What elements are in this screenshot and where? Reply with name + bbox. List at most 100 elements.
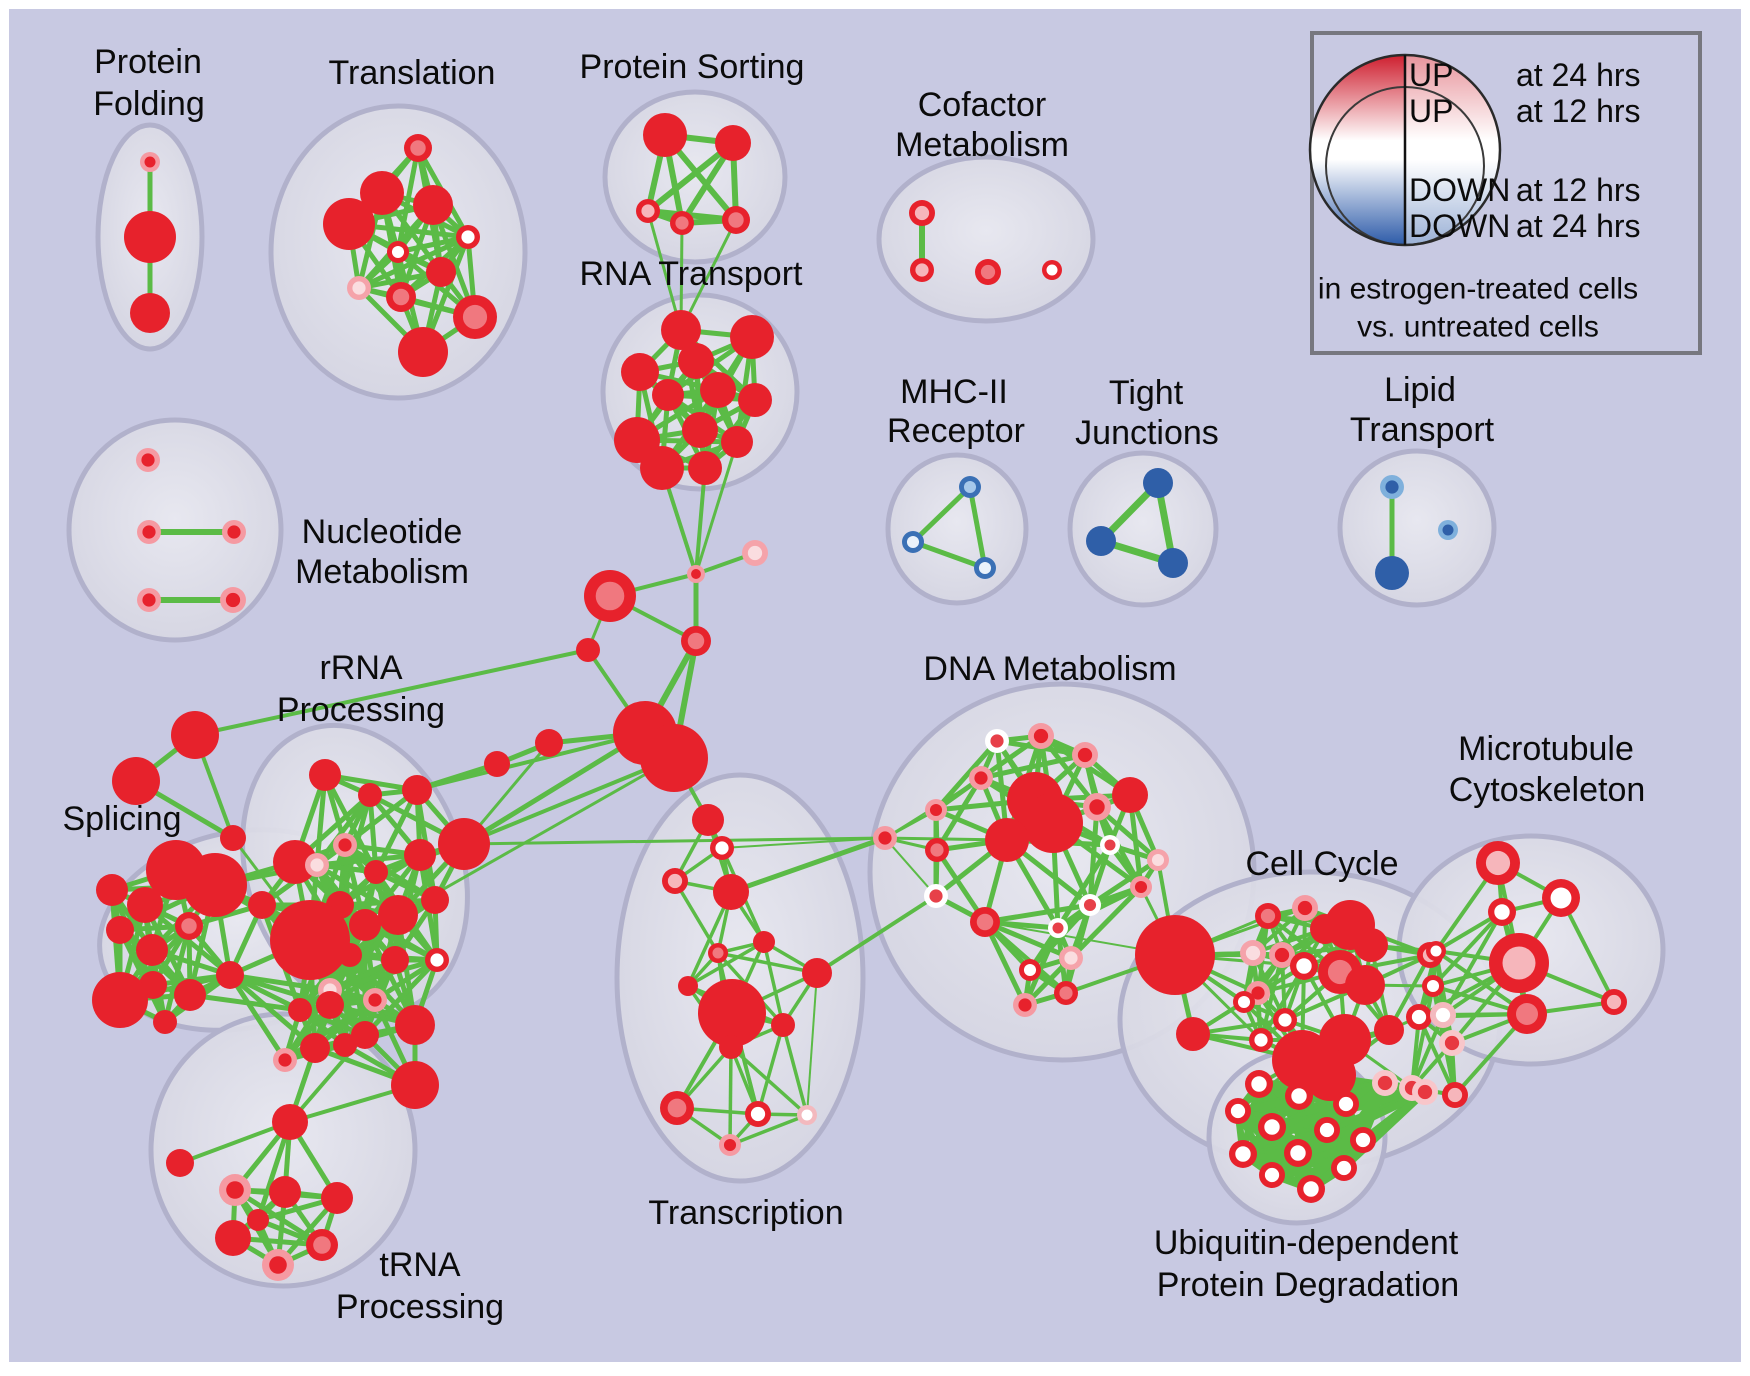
- legend-box: [1310, 31, 1702, 355]
- gene-node-core: [1023, 963, 1037, 977]
- interaction-edge: [463, 756, 675, 846]
- interaction-edge: [982, 920, 1028, 1007]
- cluster-label-cofactor-metabolism: Metabolism: [895, 126, 1069, 164]
- gene-node: [124, 211, 176, 263]
- gene-node-core: [980, 264, 996, 280]
- gene-node: [771, 1013, 795, 1037]
- interaction-edge: [1087, 806, 1100, 906]
- interaction-edge: [1410, 1014, 1445, 1089]
- gene-node-core: [225, 592, 241, 608]
- gene-node: [1304, 1049, 1356, 1101]
- interaction-edge: [983, 920, 1068, 995]
- gene-node-core: [929, 803, 943, 817]
- gene-node-core: [930, 843, 944, 857]
- gene-node: [421, 886, 449, 914]
- gene-node-core: [1264, 1167, 1280, 1183]
- gene-node: [640, 724, 708, 792]
- interaction-edge: [1431, 910, 1504, 988]
- interaction-edge: [343, 788, 419, 847]
- gene-node-core: [1251, 1076, 1267, 1092]
- gene-node: [309, 759, 341, 791]
- gene-node-core: [1338, 1096, 1354, 1112]
- cluster-label-microtubule-cytoskeleton: Cytoskeleton: [1449, 771, 1646, 809]
- gene-node-core: [1417, 1084, 1433, 1100]
- gene-node: [682, 412, 718, 448]
- cluster-label-trna-processing: Processing: [336, 1288, 504, 1326]
- gene-node: [1176, 1017, 1210, 1051]
- gene-node: [174, 979, 206, 1011]
- gene-node: [692, 804, 724, 836]
- cluster-label-lipid-transport: Lipid: [1384, 371, 1456, 409]
- gene-node-core: [990, 734, 1004, 748]
- gene-node-core: [1336, 1160, 1352, 1176]
- gene-node-core: [1290, 1145, 1306, 1161]
- gene-node-core: [1083, 898, 1097, 912]
- interaction-edge: [646, 140, 735, 214]
- gene-node-core: [1046, 264, 1058, 276]
- gene-node-core: [963, 480, 977, 494]
- gene-node-core: [226, 1181, 244, 1199]
- gene-node: [1158, 548, 1188, 578]
- gene-node-core: [1033, 728, 1049, 744]
- cluster-label-tight-junctions: Junctions: [1075, 414, 1219, 452]
- gene-node-core: [1444, 1035, 1460, 1051]
- interaction-edge: [673, 880, 720, 954]
- gene-node: [112, 757, 160, 805]
- gene-node: [106, 916, 134, 944]
- gene-node-core: [142, 593, 156, 607]
- gene-node: [333, 1033, 357, 1057]
- gene-node: [715, 125, 751, 161]
- gene-node-core: [1303, 1181, 1319, 1197]
- gene-node-core: [430, 953, 444, 967]
- gene-node-core: [141, 453, 155, 467]
- gene-node-core: [1254, 1033, 1268, 1047]
- gene-node: [96, 874, 128, 906]
- gene-node: [713, 874, 749, 910]
- gene-node-core: [687, 632, 705, 650]
- gene-node: [300, 1033, 330, 1063]
- gene-node-core: [1245, 945, 1261, 961]
- gene-node-core: [1411, 1009, 1427, 1025]
- legend-time-3: at 24 hrs: [1516, 208, 1641, 244]
- cluster-label-cell-cycle: Cell Cycle: [1245, 845, 1398, 883]
- cluster-label-transcription: Transcription: [648, 1194, 843, 1232]
- interaction-edge: [1417, 1016, 1457, 1096]
- gene-node-core: [712, 947, 724, 959]
- gene-node-core: [914, 205, 930, 221]
- interaction-edge: [912, 539, 986, 571]
- cluster-label-ubiquitin-dependent-protein-degradation: Ubiquitin-dependent: [1154, 1224, 1459, 1262]
- gene-node-core: [392, 288, 410, 306]
- gene-node: [730, 315, 774, 359]
- cluster-label-protein-folding: Protein: [94, 43, 202, 81]
- gene-node: [404, 839, 436, 871]
- legend-time-0: at 24 hrs: [1516, 57, 1641, 93]
- interaction-edge: [967, 486, 988, 569]
- cluster-label-microtubule-cytoskeleton: Microtubule: [1458, 730, 1634, 768]
- gene-node: [171, 711, 219, 759]
- gene-node-core: [269, 1256, 287, 1274]
- interaction-edge: [728, 1046, 733, 1146]
- gene-node: [248, 891, 276, 919]
- gene-node: [426, 257, 456, 287]
- legend-direction-3: DOWN: [1409, 208, 1510, 244]
- gene-node-core: [667, 873, 683, 889]
- gene-node: [1112, 777, 1148, 813]
- cluster-label-trna-processing: tRNA: [379, 1246, 461, 1284]
- gene-node-core: [1377, 1075, 1393, 1091]
- gene-node-core: [691, 569, 701, 579]
- gene-node-core: [462, 304, 488, 330]
- gene-node: [1345, 965, 1385, 1005]
- legend-direction-0: UP: [1409, 57, 1453, 93]
- gene-node: [413, 185, 453, 225]
- gene-node-core: [1430, 945, 1442, 957]
- cluster-label-splicing-rrna-processing: rRNA: [319, 649, 402, 687]
- interaction-edge: [233, 1187, 324, 1248]
- gene-node-core: [461, 230, 475, 244]
- gene-node: [688, 451, 722, 485]
- gene-node-core: [391, 245, 405, 259]
- interaction-edge: [884, 837, 937, 897]
- gene-node: [678, 976, 698, 996]
